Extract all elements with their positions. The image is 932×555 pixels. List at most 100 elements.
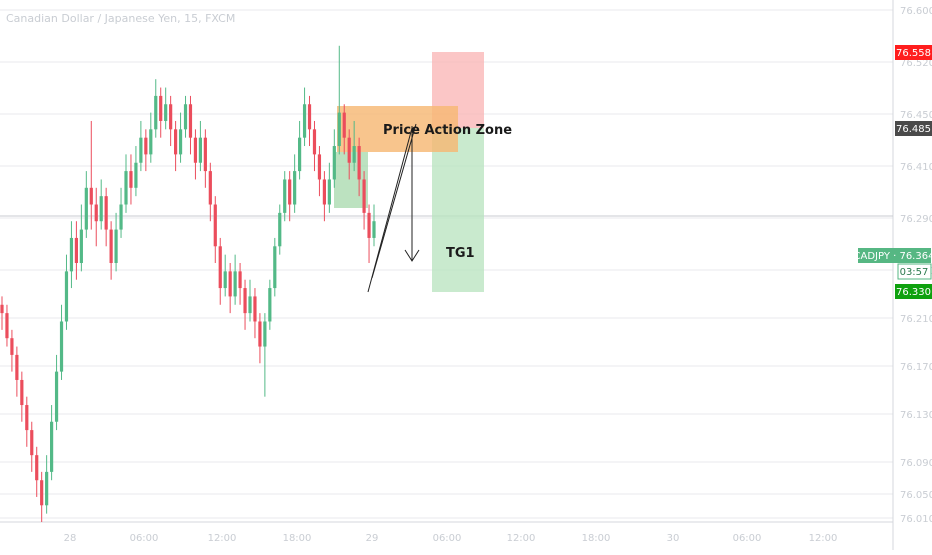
candle-body xyxy=(228,271,232,297)
candle-body xyxy=(238,271,242,289)
x-tick-label: 18:00 xyxy=(582,533,611,544)
candle-body xyxy=(312,129,317,155)
candle-body xyxy=(283,179,287,213)
candle-body xyxy=(288,179,292,205)
candle-body xyxy=(208,171,212,205)
candle-body xyxy=(15,354,19,380)
candle-body xyxy=(178,129,183,155)
x-tick-label: 29 xyxy=(366,533,379,544)
candle-body xyxy=(79,229,83,263)
current-price-badge-bg xyxy=(858,248,931,263)
candle-body xyxy=(327,179,331,205)
candle-body xyxy=(5,313,9,339)
y-tick-label: 76.130 xyxy=(900,410,932,421)
target-bottom-price-label-bg xyxy=(895,284,932,299)
candle-body xyxy=(268,288,272,322)
target-arrow-head xyxy=(404,249,420,262)
candle-body xyxy=(99,196,103,222)
candle-body xyxy=(74,237,78,263)
candle-body xyxy=(109,229,113,263)
candle-body xyxy=(218,246,222,289)
candle-body xyxy=(25,405,29,431)
candle-body xyxy=(203,137,207,172)
symbol-title: Canadian Dollar / Japanese Yen, 15, FXCM xyxy=(6,12,236,25)
y-tick-label: 76.050 xyxy=(900,490,932,501)
y-tick-label: 76.290 xyxy=(900,214,932,225)
candle-body xyxy=(372,221,376,238)
current-price-label: CADJPY · 76.364 xyxy=(854,251,932,262)
candle-body xyxy=(144,137,148,155)
y-tick-label: 76.170 xyxy=(900,362,932,373)
target-top-price-label: 76.558 xyxy=(896,48,931,59)
candle-body xyxy=(159,95,163,121)
candle-body xyxy=(347,137,351,163)
candle-body xyxy=(169,104,173,130)
candle-body xyxy=(174,129,178,155)
candle-body xyxy=(35,455,39,481)
candle-body xyxy=(263,321,267,347)
y-tick-label: 76.450 xyxy=(900,110,932,121)
candle-body xyxy=(357,146,361,180)
candle-body xyxy=(278,212,282,247)
take-profit-zone xyxy=(432,128,484,292)
candle-body xyxy=(20,379,24,406)
candle-body xyxy=(114,229,118,263)
candle-body xyxy=(258,321,262,347)
candle-body xyxy=(119,204,123,230)
candle-body xyxy=(198,137,202,163)
candle-body xyxy=(253,296,257,322)
candle-body xyxy=(149,129,153,155)
candle-body xyxy=(134,162,138,188)
candle-body xyxy=(342,112,346,138)
trend-line xyxy=(371,123,417,279)
candle-body xyxy=(367,212,371,238)
candle-body xyxy=(139,137,143,163)
y-tick-label: 76.600 xyxy=(900,6,932,17)
candle-body xyxy=(322,179,326,205)
price-action-zone-label: Price Action Zone xyxy=(383,123,512,138)
candle-body xyxy=(337,112,341,147)
candle-body xyxy=(213,204,217,247)
candle-body xyxy=(54,371,59,422)
candle-body xyxy=(273,246,277,289)
target-top-price-label-bg xyxy=(895,45,932,60)
candle-body xyxy=(0,304,4,314)
candle-body xyxy=(69,237,74,272)
candle-body xyxy=(59,321,64,372)
target-bottom-price-label: 76.330 xyxy=(896,287,931,298)
x-tick-label: 06:00 xyxy=(733,533,762,544)
candle-body xyxy=(64,271,69,322)
x-tick-label: 06:00 xyxy=(130,533,159,544)
target-label: TG1 xyxy=(446,246,475,261)
candle-body xyxy=(243,288,247,314)
entry-zone xyxy=(334,152,368,208)
candle-body xyxy=(164,104,168,121)
candle-body xyxy=(352,146,356,163)
candle-body xyxy=(293,171,297,205)
x-tick-label: 30 xyxy=(667,533,680,544)
entry-price-label: 76.485 xyxy=(896,124,931,135)
candle-body xyxy=(233,271,237,297)
y-tick-label: 76.410 xyxy=(900,162,932,173)
candle-body xyxy=(154,95,158,130)
candle-body xyxy=(302,104,307,138)
candle-body xyxy=(129,171,133,188)
candle-body xyxy=(307,104,312,130)
candle-body xyxy=(50,421,54,472)
y-tick-label: 76.090 xyxy=(900,458,932,469)
candle-body xyxy=(45,471,49,506)
x-tick-label: 06:00 xyxy=(433,533,462,544)
x-tick-label: 28 xyxy=(64,533,77,544)
x-tick-label: 18:00 xyxy=(283,533,312,544)
candle-body xyxy=(298,137,302,172)
candle-body xyxy=(89,187,93,205)
candle-body xyxy=(223,271,227,289)
y-tick-label: 76.010 xyxy=(900,514,932,525)
candle-body xyxy=(193,137,198,163)
candle-body xyxy=(30,430,34,456)
entry-price-label-bg xyxy=(895,121,932,136)
candle-body xyxy=(104,196,108,230)
candle-body xyxy=(362,179,366,213)
